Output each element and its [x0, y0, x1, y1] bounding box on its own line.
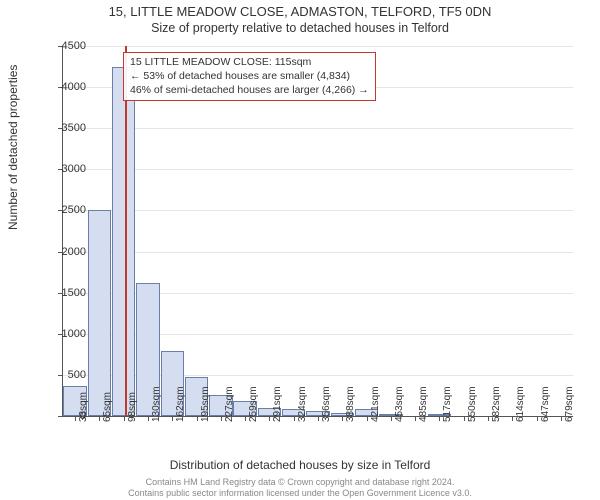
- x-tick-label: 614sqm: [515, 386, 526, 422]
- x-axis-label: Distribution of detached houses by size …: [0, 458, 600, 472]
- grid-line: [63, 252, 573, 253]
- x-tick-mark: [318, 416, 319, 421]
- attribution-text: Contains HM Land Registry data © Crown c…: [0, 477, 600, 499]
- x-tick-label: 259sqm: [248, 386, 259, 422]
- x-tick-mark: [197, 416, 198, 421]
- histogram-bar: [88, 210, 111, 416]
- x-tick-mark: [294, 416, 295, 421]
- chart-subtitle: Size of property relative to detached ho…: [0, 19, 600, 35]
- x-tick-mark: [537, 416, 538, 421]
- x-tick-mark: [367, 416, 368, 421]
- x-tick-mark: [512, 416, 513, 421]
- x-tick-mark: [464, 416, 465, 421]
- y-tick-label: 2500: [46, 204, 86, 216]
- x-tick-mark: [391, 416, 392, 421]
- x-tick-mark: [488, 416, 489, 421]
- chart-plot-area: 15 LITTLE MEADOW CLOSE: 115sqm← 53% of d…: [62, 46, 573, 417]
- y-tick-label: 1000: [46, 328, 86, 340]
- attribution-line-2: Contains public sector information licen…: [0, 488, 600, 499]
- x-tick-mark: [221, 416, 222, 421]
- property-info-box: 15 LITTLE MEADOW CLOSE: 115sqm← 53% of d…: [123, 52, 376, 101]
- x-tick-label: 33sqm: [78, 392, 89, 422]
- x-tick-label: 550sqm: [467, 386, 478, 422]
- x-tick-label: 324sqm: [297, 386, 308, 422]
- x-tick-label: 291sqm: [272, 386, 283, 422]
- x-tick-label: 517sqm: [442, 386, 453, 422]
- x-tick-mark: [148, 416, 149, 421]
- y-tick-label: 500: [46, 369, 86, 381]
- x-tick-label: 227sqm: [224, 386, 235, 422]
- chart-title: 15, LITTLE MEADOW CLOSE, ADMASTON, TELFO…: [0, 0, 600, 19]
- y-tick-label: 4500: [46, 40, 86, 52]
- x-tick-mark: [245, 416, 246, 421]
- info-line-1: 15 LITTLE MEADOW CLOSE: 115sqm: [130, 55, 369, 69]
- grid-line: [63, 128, 573, 129]
- x-tick-label: 582sqm: [491, 386, 502, 422]
- y-tick-label: 1500: [46, 287, 86, 299]
- x-tick-mark: [99, 416, 100, 421]
- x-tick-mark: [269, 416, 270, 421]
- x-tick-mark: [342, 416, 343, 421]
- x-tick-mark: [561, 416, 562, 421]
- attribution-line-1: Contains HM Land Registry data © Crown c…: [0, 477, 600, 488]
- x-tick-label: 453sqm: [394, 386, 405, 422]
- grid-line: [63, 46, 573, 47]
- info-line-2: ← 53% of detached houses are smaller (4,…: [130, 69, 369, 83]
- y-tick-label: 4000: [46, 81, 86, 93]
- x-tick-label: 647sqm: [540, 386, 551, 422]
- x-tick-label: 356sqm: [321, 386, 332, 422]
- x-tick-label: 679sqm: [564, 386, 575, 422]
- x-tick-label: 485sqm: [418, 386, 429, 422]
- x-tick-mark: [415, 416, 416, 421]
- x-tick-label: 130sqm: [151, 386, 162, 422]
- x-tick-label: 65sqm: [102, 392, 113, 422]
- property-marker-line: [125, 46, 127, 416]
- x-tick-mark: [124, 416, 125, 421]
- y-tick-label: 3500: [46, 122, 86, 134]
- x-tick-label: 162sqm: [175, 386, 186, 422]
- grid-line: [63, 210, 573, 211]
- x-tick-label: 421sqm: [370, 386, 381, 422]
- grid-line: [63, 169, 573, 170]
- y-tick-label: 2000: [46, 246, 86, 258]
- x-tick-label: 98sqm: [127, 392, 138, 422]
- x-tick-label: 388sqm: [345, 386, 356, 422]
- histogram-bar: [112, 67, 135, 416]
- x-tick-mark: [172, 416, 173, 421]
- y-axis-label: Number of detached properties: [6, 65, 20, 230]
- info-line-3: 46% of semi-detached houses are larger (…: [130, 83, 369, 97]
- x-tick-label: 195sqm: [200, 386, 211, 422]
- x-tick-mark: [439, 416, 440, 421]
- y-tick-label: 3000: [46, 163, 86, 175]
